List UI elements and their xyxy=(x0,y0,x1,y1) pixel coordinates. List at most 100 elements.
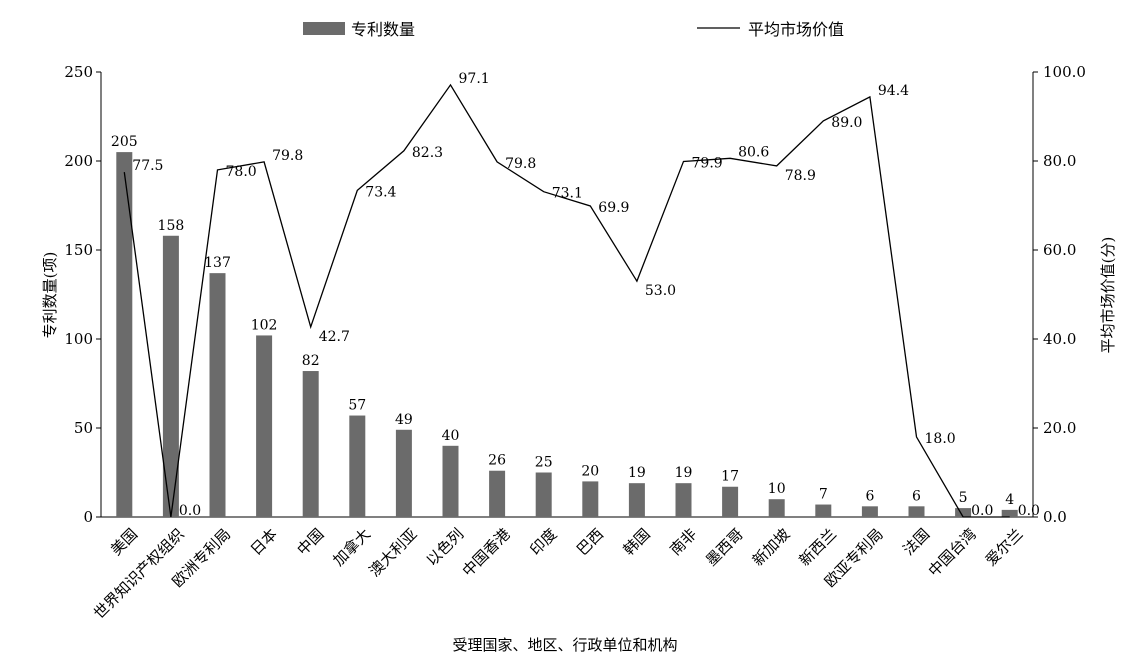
bar xyxy=(535,472,552,517)
bar-value-label: 40 xyxy=(442,428,460,444)
line-value-label: 73.1 xyxy=(552,186,583,202)
line-value-label: 97.1 xyxy=(459,71,490,87)
line-value-label: 77.5 xyxy=(132,158,163,174)
line-value-label: 89.0 xyxy=(831,115,862,131)
bar-value-label: 26 xyxy=(488,453,506,469)
bar-value-label: 20 xyxy=(581,463,599,479)
line-value-label: 94.4 xyxy=(878,83,909,99)
bar xyxy=(675,483,692,517)
bar xyxy=(302,371,319,517)
bar-value-label: 6 xyxy=(865,488,874,504)
category-label: 新加坡 xyxy=(749,525,794,570)
line-value-label: 0.0 xyxy=(1018,503,1040,519)
line-value-label: 0.0 xyxy=(971,503,993,519)
category-labels: 美国世界知识产权组织欧洲专利局 日本 中国 加拿大澳大利亚 以色列中国香港 印度 巴西 韩国南… xyxy=(90,525,1026,623)
bar xyxy=(442,445,459,517)
bar-value-label: 158 xyxy=(158,218,185,234)
bar-value-label: 205 xyxy=(111,134,138,150)
category-label: 中国台湾 xyxy=(925,525,980,580)
category-label: 巴西 xyxy=(573,525,607,559)
bar-value-label: 82 xyxy=(302,353,320,369)
right-tick-label: 40.0 xyxy=(1043,330,1076,348)
bar xyxy=(1001,509,1018,517)
line-value-label: 82.3 xyxy=(412,145,443,161)
category-label: 澳大利亚 xyxy=(365,525,420,580)
category-label: 南非 xyxy=(666,525,700,559)
category-label: 法国 xyxy=(899,525,933,559)
bar xyxy=(395,429,412,517)
legend-bar-swatch xyxy=(303,22,345,35)
left-tick-label: 50 xyxy=(74,419,93,437)
right-axis-ticks: 0.0 20.0 40.0 60.0 80.0 100.0 xyxy=(1033,63,1086,526)
category-label: 日本 xyxy=(247,525,281,559)
right-tick-label: 20.0 xyxy=(1043,419,1076,437)
bar xyxy=(722,486,739,517)
line-value-labels: 77.5 0.0 78.0 79.8 42.7 73.4 82.3 97.1 79.8 73.1 6… xyxy=(132,71,1040,519)
legend-line-label: 平均市场价值 xyxy=(748,20,844,39)
line-value-label: 79.8 xyxy=(505,156,536,172)
bar-value-label: 49 xyxy=(395,412,413,428)
bar xyxy=(628,483,645,517)
bar-value-label: 19 xyxy=(675,465,693,481)
bar-value-labels: 205 158 137 102 82 57 49 40 26 25 20 19 19 17 10 7 6 6 5 4 xyxy=(111,134,1014,508)
line-value-label: 18.0 xyxy=(925,431,956,447)
bar-value-label: 10 xyxy=(768,481,786,497)
left-tick-label: 100 xyxy=(64,330,93,348)
line-value-label: 78.9 xyxy=(785,168,816,184)
legend: 专利数量 平均市场价值 xyxy=(303,20,844,39)
left-tick-label: 0 xyxy=(83,508,93,526)
line-value-label: 78.0 xyxy=(226,164,257,180)
bar-value-label: 102 xyxy=(251,317,278,333)
bar-value-label: 57 xyxy=(348,398,366,414)
category-label: 墨西哥 xyxy=(702,525,747,570)
bar xyxy=(582,481,599,517)
legend-bar-label: 专利数量 xyxy=(351,20,415,39)
bar-value-label: 5 xyxy=(959,490,968,506)
category-label: 中国 xyxy=(293,525,327,559)
right-tick-label: 100.0 xyxy=(1043,63,1086,81)
category-label: 美国 xyxy=(107,525,141,559)
y-axis-title: 专利数量(项) xyxy=(41,252,59,339)
bar-value-label: 137 xyxy=(204,255,231,271)
bar xyxy=(861,506,878,517)
bar-value-label: 4 xyxy=(1005,492,1014,508)
bar-value-label: 7 xyxy=(819,487,828,503)
right-tick-label: 60.0 xyxy=(1043,241,1076,259)
line-value-label: 42.7 xyxy=(319,329,350,345)
bar xyxy=(815,504,832,517)
category-label: 以色列 xyxy=(423,525,468,570)
category-label: 中国香港 xyxy=(459,525,514,580)
left-tick-label: 200 xyxy=(64,152,93,170)
bar xyxy=(116,152,133,517)
left-tick-label: 250 xyxy=(64,63,93,81)
bar xyxy=(209,273,226,517)
x-axis-title: 受理国家、地区、行政单位和机构 xyxy=(452,636,677,654)
line-value-label: 69.9 xyxy=(598,200,629,216)
right-tick-label: 80.0 xyxy=(1043,152,1076,170)
line-value-label: 53.0 xyxy=(645,283,676,299)
bar-value-label: 19 xyxy=(628,465,646,481)
bar-value-label: 6 xyxy=(912,488,921,504)
line-value-label: 79.9 xyxy=(692,155,723,171)
category-label: 加拿大 xyxy=(329,525,374,570)
line-path xyxy=(123,83,1010,518)
bar xyxy=(768,499,785,517)
line-value-label: 79.8 xyxy=(272,148,303,164)
line-value-label: 73.4 xyxy=(365,184,396,200)
line-value-label: 0.0 xyxy=(179,503,201,519)
left-tick-label: 150 xyxy=(64,241,93,259)
bar xyxy=(908,506,925,517)
y2-axis-title: 平均市场价值(分) xyxy=(1099,237,1117,354)
category-label: 新西兰 xyxy=(795,525,840,570)
bar xyxy=(955,508,972,517)
category-label: 印度 xyxy=(526,525,560,559)
line-value-label: 80.6 xyxy=(738,144,769,160)
line-series xyxy=(123,83,1010,518)
bar-value-label: 25 xyxy=(535,455,553,471)
bar-value-label: 17 xyxy=(721,469,739,485)
category-label: 韩国 xyxy=(620,525,654,559)
bar xyxy=(489,470,506,517)
bar xyxy=(349,415,366,517)
